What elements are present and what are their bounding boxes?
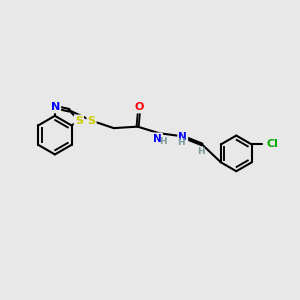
Text: O: O — [134, 102, 144, 112]
Text: S: S — [88, 116, 95, 126]
Text: H: H — [197, 146, 204, 155]
Text: H: H — [178, 138, 185, 147]
Text: N: N — [178, 132, 187, 142]
Text: N: N — [153, 134, 162, 143]
Text: N: N — [51, 102, 60, 112]
Text: S: S — [75, 116, 83, 126]
Text: Cl: Cl — [267, 140, 278, 149]
Text: H: H — [159, 137, 167, 146]
